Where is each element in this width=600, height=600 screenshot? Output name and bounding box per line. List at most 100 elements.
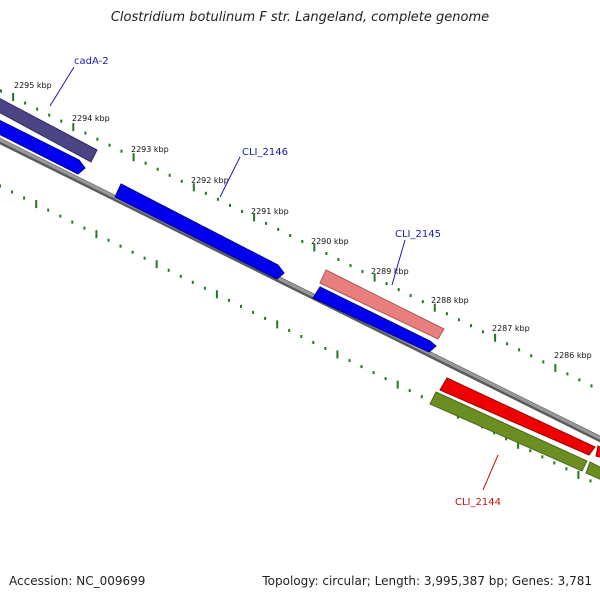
minor-tick <box>277 227 280 231</box>
major-tick <box>276 320 279 329</box>
major-tick <box>253 213 256 222</box>
minor-tick <box>408 389 411 393</box>
minor-tick <box>144 161 147 165</box>
minor-tick <box>203 286 206 290</box>
major-tick <box>494 333 497 342</box>
gene-olive-feature[interactable] <box>429 391 588 472</box>
minor-tick <box>529 449 532 453</box>
minor-tick <box>553 461 556 465</box>
minor-tick <box>168 173 171 177</box>
minor-tick <box>143 256 146 260</box>
minor-tick <box>505 437 508 441</box>
tick-label: 2293 kbp <box>131 145 169 154</box>
minor-tick <box>60 119 63 123</box>
minor-tick <box>566 372 569 376</box>
major-tick <box>313 243 316 252</box>
gene-label[interactable]: CLI_2146 <box>242 147 288 158</box>
gene-olive-feature-partial[interactable] <box>585 461 600 481</box>
tick-label: 2288 kbp <box>431 296 469 305</box>
genome-backbone <box>0 138 600 440</box>
minor-tick <box>240 304 242 308</box>
tick-label: 2287 kbp <box>492 324 530 333</box>
gene-forward-feature-1[interactable] <box>0 118 86 175</box>
tick-label: 2286 kbp <box>554 351 592 360</box>
gene-cli-2146-feature[interactable] <box>114 183 285 280</box>
accession-text: Accession: NC_009699 <box>9 574 146 588</box>
major-tick <box>192 183 195 192</box>
minor-tick <box>24 101 27 105</box>
minor-tick <box>385 282 388 286</box>
major-tick <box>577 470 580 479</box>
major-tick <box>155 260 158 269</box>
minor-tick <box>84 131 87 135</box>
gene-cada-2-feature[interactable] <box>0 96 98 163</box>
major-tick <box>554 363 557 372</box>
minor-tick <box>204 191 207 195</box>
minor-tick <box>565 467 568 471</box>
minor-tick <box>312 341 315 344</box>
major-tick <box>396 380 399 389</box>
minor-tick <box>590 384 593 388</box>
minor-tick <box>96 137 99 141</box>
minor-tick <box>482 330 484 334</box>
minor-tick <box>324 347 327 350</box>
minor-tick <box>337 258 340 261</box>
tick-labels: 2295 kbp 2294 kbp 2293 kbp 2292 kbp 2291 kbp… <box>14 81 592 360</box>
minor-tick <box>409 294 412 298</box>
minor-tick <box>360 365 363 369</box>
minor-tick <box>59 214 62 218</box>
gene-label[interactable]: CLI_2144 <box>455 497 501 508</box>
major-tick <box>12 93 15 101</box>
tick-track-outer <box>0 89 593 388</box>
minor-tick <box>530 354 533 358</box>
tick-label: 2289 kbp <box>371 267 409 276</box>
gene-label[interactable]: CLI_2145 <box>395 229 441 240</box>
major-tick <box>517 440 520 449</box>
minor-tick <box>71 220 74 224</box>
gene-cli-2144-feature[interactable] <box>439 377 596 456</box>
genome-title: Clostridium botulinum F str. Langeland, … <box>110 10 490 25</box>
minor-tick <box>372 371 375 375</box>
minor-tick <box>445 312 448 316</box>
major-tick <box>132 153 135 162</box>
minor-tick <box>421 300 424 304</box>
minor-tick <box>47 208 50 212</box>
minor-tick <box>457 318 460 322</box>
minor-tick <box>179 274 182 278</box>
gene-labels: cadA-2 CLI_2146 CLI_2145 CLI_2144 <box>74 56 501 508</box>
tick-label: 2291 kbp <box>251 207 289 216</box>
minor-tick <box>131 250 134 254</box>
minor-tick <box>36 107 39 111</box>
gene-label[interactable]: cadA-2 <box>74 56 109 67</box>
major-tick <box>433 303 436 312</box>
major-tick <box>373 273 376 282</box>
minor-tick <box>229 203 231 207</box>
gene-cli-2145-feature[interactable] <box>319 269 445 340</box>
gene-red-feature-partial[interactable] <box>595 445 600 458</box>
major-tick <box>215 290 218 299</box>
minor-tick <box>518 348 521 352</box>
gene-label-leaders <box>49 66 499 491</box>
gene-forward-feature-2[interactable] <box>312 286 437 353</box>
major-tick <box>72 123 75 132</box>
minor-tick <box>541 455 544 459</box>
minor-tick <box>191 280 194 284</box>
major-tick <box>95 230 98 239</box>
gene-features <box>0 96 600 481</box>
minor-tick <box>288 329 291 332</box>
minor-tick <box>11 190 14 194</box>
minor-tick <box>0 89 2 93</box>
minor-tick <box>108 143 111 147</box>
minor-tick <box>300 335 303 338</box>
minor-tick <box>289 234 292 237</box>
minor-tick <box>420 395 423 399</box>
tick-label: 2294 kbp <box>72 114 110 123</box>
tick-track-inner <box>0 184 592 483</box>
minor-tick <box>167 268 170 272</box>
major-tick <box>336 350 339 359</box>
minor-tick <box>348 359 351 363</box>
minor-tick <box>542 360 545 364</box>
minor-tick <box>384 377 387 381</box>
minor-tick <box>228 298 230 302</box>
